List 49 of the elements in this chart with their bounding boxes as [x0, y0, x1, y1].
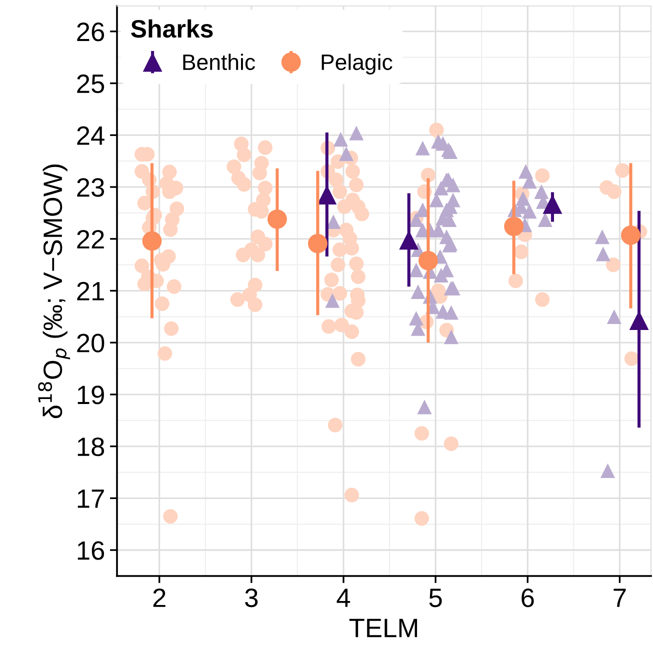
y-tick-label: 23: [77, 178, 104, 197]
point: [349, 126, 364, 140]
point: [600, 463, 616, 478]
point: [434, 180, 448, 196]
legend-label: Pelagic: [322, 54, 392, 74]
point: [538, 212, 552, 227]
x-tick-label: 2: [153, 588, 166, 607]
y-tick-label: 26: [77, 22, 104, 42]
point: [408, 310, 424, 326]
point: [444, 305, 458, 320]
point: [142, 231, 162, 251]
point: [415, 140, 430, 156]
point: [504, 216, 524, 236]
x-axis-title: TELM: [349, 618, 418, 638]
legend-title: Sharks: [131, 19, 213, 38]
y-tick-label: 16: [78, 541, 104, 560]
y-tick-label: 17: [78, 490, 104, 508]
y-tick-label: 19: [78, 386, 104, 404]
point: [522, 204, 537, 219]
y-tick-label: 24: [77, 126, 104, 145]
point: [434, 268, 448, 282]
point: [325, 293, 340, 308]
x-tick-label: 3: [245, 588, 258, 608]
y-tick-label: 21: [77, 282, 104, 300]
point: [408, 262, 424, 278]
x-tick-label: 7: [614, 588, 626, 607]
y-tick-label: 22: [77, 230, 104, 248]
y-tick-label: 18: [78, 437, 104, 456]
point: [596, 246, 610, 262]
point: [338, 146, 354, 162]
x-tick-label: 6: [522, 588, 534, 608]
y-tick-label: 25: [77, 74, 104, 94]
point: [418, 250, 438, 270]
point: [326, 214, 341, 230]
point: [606, 309, 622, 324]
x-tick-label: 5: [429, 588, 442, 608]
point: [410, 284, 426, 300]
point: [621, 226, 640, 245]
point: [267, 209, 287, 229]
point: [534, 184, 549, 199]
x-tick-label: 4: [336, 588, 350, 607]
y-tick-label: 20: [77, 334, 104, 352]
legend-label: Benthic: [183, 54, 255, 70]
point: [417, 400, 432, 414]
point: [594, 230, 610, 244]
point: [333, 132, 348, 147]
point: [444, 330, 458, 344]
point: [308, 234, 328, 254]
y-axis-title: δ$^{18}$O$_{p}$ (‰; V−SMOW): [38, 164, 70, 418]
